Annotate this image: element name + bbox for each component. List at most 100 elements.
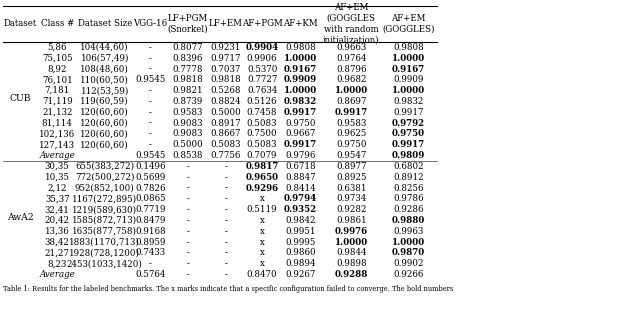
Text: 0.7719: 0.7719	[135, 205, 166, 214]
Text: 21,27: 21,27	[45, 249, 70, 257]
Text: 8,23: 8,23	[47, 259, 67, 268]
Text: 0.9083: 0.9083	[173, 129, 203, 138]
Text: -: -	[225, 194, 227, 203]
Text: AF+PGM: AF+PGM	[242, 19, 282, 28]
Text: 1585(872,713): 1585(872,713)	[72, 216, 137, 225]
Text: 0.9976: 0.9976	[335, 227, 368, 236]
Text: 1.0000: 1.0000	[392, 54, 426, 63]
Text: 0.9750: 0.9750	[285, 119, 316, 128]
Text: 0.9794: 0.9794	[284, 194, 317, 203]
Text: 0.8667: 0.8667	[211, 129, 241, 138]
Text: 120(60,60): 120(60,60)	[81, 129, 129, 138]
Text: 0.8256: 0.8256	[394, 183, 424, 193]
Text: 0.9894: 0.9894	[285, 259, 316, 268]
Text: 0.9545: 0.9545	[135, 151, 166, 160]
Text: 0.9906: 0.9906	[247, 54, 277, 63]
Text: 0.9917: 0.9917	[392, 140, 426, 149]
Text: 0.9352: 0.9352	[284, 205, 317, 214]
Text: 0.8396: 0.8396	[173, 54, 203, 63]
Text: 0.0865: 0.0865	[135, 194, 166, 203]
Text: 2,12: 2,12	[47, 183, 67, 193]
Text: 1.0000: 1.0000	[284, 86, 317, 95]
Text: -: -	[186, 270, 189, 279]
Text: LF+EM: LF+EM	[209, 19, 243, 28]
Text: 0.7500: 0.7500	[247, 129, 277, 138]
Text: -: -	[186, 216, 189, 225]
Text: 0.9083: 0.9083	[173, 119, 203, 128]
Text: -: -	[186, 227, 189, 236]
Text: 0.5268: 0.5268	[211, 86, 241, 95]
Text: 0.9904: 0.9904	[246, 43, 279, 52]
Text: 0.9917: 0.9917	[335, 108, 368, 117]
Text: x: x	[260, 249, 264, 257]
Text: 75,105: 75,105	[42, 54, 72, 63]
Text: 0.5119: 0.5119	[247, 205, 277, 214]
Text: 0.8959: 0.8959	[135, 238, 166, 247]
Text: 0.9917: 0.9917	[284, 108, 317, 117]
Text: 0.7778: 0.7778	[173, 64, 203, 74]
Text: x: x	[260, 238, 264, 247]
Text: 1635(877,758): 1635(877,758)	[72, 227, 137, 236]
Text: AF+EM
(GOGGLES): AF+EM (GOGGLES)	[383, 14, 435, 34]
Text: 0.9909: 0.9909	[394, 75, 424, 84]
Text: Average: Average	[39, 270, 75, 279]
Text: 0.9764: 0.9764	[336, 54, 367, 63]
Text: 0.9750: 0.9750	[336, 140, 367, 149]
Text: -: -	[225, 227, 227, 236]
Text: 1883(1170,713): 1883(1170,713)	[69, 238, 140, 247]
Text: 0.8697: 0.8697	[336, 97, 367, 106]
Text: 71,119: 71,119	[42, 97, 72, 106]
Text: 0.7634: 0.7634	[247, 86, 277, 95]
Text: 0.6802: 0.6802	[394, 162, 424, 171]
Text: 0.9231: 0.9231	[211, 43, 241, 52]
Text: 0.9288: 0.9288	[335, 270, 368, 279]
Text: Dataset Size: Dataset Size	[77, 19, 132, 28]
Text: 0.5000: 0.5000	[211, 108, 241, 117]
Text: -: -	[149, 54, 152, 63]
Text: 32,41: 32,41	[45, 205, 70, 214]
Text: 0.9717: 0.9717	[211, 54, 241, 63]
Text: 0.8796: 0.8796	[336, 64, 367, 74]
Text: x: x	[260, 259, 264, 268]
Text: 0.9809: 0.9809	[392, 151, 426, 160]
Text: 5,86: 5,86	[47, 43, 67, 52]
Text: -: -	[186, 194, 189, 203]
Text: 0.9818: 0.9818	[211, 75, 241, 84]
Text: 106(57,49): 106(57,49)	[81, 54, 129, 63]
Text: 102,136: 102,136	[39, 129, 76, 138]
Text: 0.9951: 0.9951	[285, 227, 316, 236]
Text: 0.8912: 0.8912	[394, 173, 424, 182]
Text: 2453(1033,1420): 2453(1033,1420)	[67, 259, 143, 268]
Text: 0.7826: 0.7826	[135, 183, 166, 193]
Text: 0.8077: 0.8077	[173, 43, 203, 52]
Text: 1219(589,630): 1219(589,630)	[72, 205, 137, 214]
Text: VGG-16: VGG-16	[133, 19, 167, 28]
Text: -: -	[225, 249, 227, 257]
Text: 0.9844: 0.9844	[336, 249, 367, 257]
Text: 0.5083: 0.5083	[247, 140, 277, 149]
Text: -: -	[225, 270, 227, 279]
Text: -: -	[225, 162, 227, 171]
Text: 0.5699: 0.5699	[135, 173, 166, 182]
Text: 0.9792: 0.9792	[392, 119, 425, 128]
Text: 112(53,59): 112(53,59)	[81, 86, 129, 95]
Text: -: -	[149, 119, 152, 128]
Text: 0.9898: 0.9898	[336, 259, 367, 268]
Text: 21,132: 21,132	[42, 108, 72, 117]
Text: 0.7037: 0.7037	[211, 64, 241, 74]
Text: 119(60,59): 119(60,59)	[81, 97, 129, 106]
Text: 0.8479: 0.8479	[135, 216, 166, 225]
Text: 0.9880: 0.9880	[392, 216, 426, 225]
Text: -: -	[225, 183, 227, 193]
Text: -: -	[149, 64, 152, 74]
Text: 0.9870: 0.9870	[392, 249, 426, 257]
Text: 0.9663: 0.9663	[336, 43, 367, 52]
Text: 120(60,60): 120(60,60)	[81, 108, 129, 117]
Text: 0.8925: 0.8925	[336, 173, 367, 182]
Text: LF+PGM
(Snorkel): LF+PGM (Snorkel)	[168, 14, 208, 34]
Text: 20,42: 20,42	[45, 216, 70, 225]
Text: -: -	[149, 43, 152, 52]
Text: 0.9583: 0.9583	[173, 108, 203, 117]
Text: 1928(728,1200): 1928(728,1200)	[69, 249, 140, 257]
Text: 1.0000: 1.0000	[335, 86, 368, 95]
